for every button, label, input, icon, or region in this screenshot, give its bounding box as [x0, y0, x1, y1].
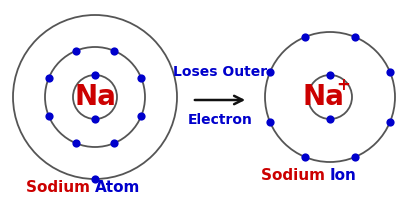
Point — [45, 114, 52, 118]
Text: Atom: Atom — [95, 181, 140, 196]
Point — [267, 120, 273, 123]
Point — [92, 117, 98, 121]
Text: Loses Outer: Loses Outer — [173, 65, 267, 79]
Point — [352, 35, 358, 39]
Text: Ion: Ion — [330, 168, 357, 182]
Point — [327, 117, 333, 121]
Point — [267, 70, 273, 74]
Point — [73, 142, 79, 145]
Text: Na: Na — [74, 83, 116, 111]
Point — [352, 155, 358, 159]
Point — [387, 120, 394, 123]
Text: Sodium: Sodium — [26, 181, 95, 196]
Point — [302, 35, 308, 39]
Point — [111, 142, 118, 145]
Point — [327, 73, 333, 77]
Point — [92, 177, 98, 181]
Point — [138, 114, 144, 118]
Point — [302, 155, 308, 159]
Text: Sodium: Sodium — [261, 168, 330, 182]
Point — [92, 73, 98, 77]
Point — [387, 70, 394, 74]
Text: Electron: Electron — [188, 113, 252, 127]
Point — [138, 76, 144, 80]
Text: +: + — [336, 76, 350, 94]
Point — [45, 76, 52, 80]
Point — [111, 49, 118, 52]
Point — [73, 49, 79, 52]
Text: Na: Na — [302, 83, 344, 111]
